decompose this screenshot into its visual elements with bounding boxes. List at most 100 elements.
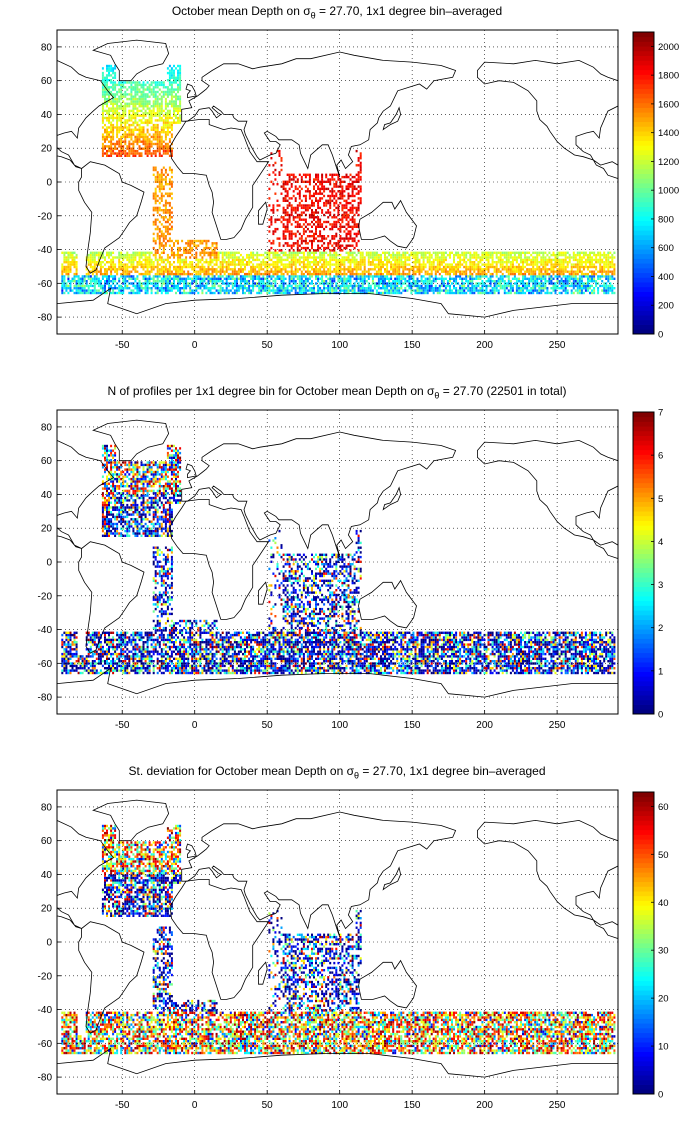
data-cell [418,270,421,273]
data-cell [290,230,293,233]
data-cell [440,275,443,278]
data-cell [337,272,340,276]
data-cell [607,268,610,271]
data-cell [410,289,413,292]
data-cell [256,263,259,266]
data-cell [152,261,155,264]
data-cell [219,289,222,292]
data-cell [538,277,541,280]
data-cell [242,280,244,283]
data-cell [93,291,96,295]
data-cell [130,265,133,269]
data-cell [335,284,338,288]
data-cell [268,256,271,259]
data-cell [79,280,82,283]
data-cell [580,289,583,292]
data-cell [599,268,602,271]
data-cell [591,275,593,278]
data-cell [402,256,405,259]
data-cell [248,280,251,283]
data-cell [162,287,165,290]
data-cell [160,258,163,262]
data-cell [611,272,614,276]
data-cell [339,263,342,266]
data-cell [142,138,145,141]
data-cell [591,289,593,292]
data-cell [148,253,151,257]
data-cell [221,261,224,264]
data-cell [528,258,531,262]
data-cell [132,263,135,266]
data-cell [61,268,64,271]
data-cell [75,289,78,292]
data-cell [308,190,311,193]
data-cell [554,291,557,295]
data-cell [266,284,269,288]
data-cell [217,256,220,259]
data-cell [457,253,460,257]
data-cell [108,145,110,148]
data-cell [315,230,317,233]
data-cell [183,263,186,266]
data-cell [325,272,328,276]
data-cell [341,209,344,212]
data-cell [294,284,297,288]
data-cell [231,277,234,280]
data-cell [311,291,313,295]
data-cell [136,291,139,295]
data-cell [347,230,350,233]
data-cell [313,192,315,195]
data-cell [298,201,301,205]
data-cell [562,275,565,278]
data-cell [428,256,431,259]
data-cell [373,287,376,290]
data-cell [302,180,305,183]
data-cell [392,253,395,257]
data-cell [503,265,506,269]
data-cell [341,206,344,210]
data-cell [446,263,449,266]
data-cell [321,275,324,278]
data-cell [493,291,496,295]
data-cell [404,272,407,276]
data-cell [461,291,464,295]
data-cell [576,265,579,269]
data-cell [359,197,362,200]
data-cell [170,227,173,231]
data-cell [152,209,155,212]
data-cell [181,287,184,290]
data-cell [522,251,524,254]
data-cell [355,270,358,273]
data-cell [112,275,115,278]
data-cell [432,261,435,264]
data-cell [471,275,474,278]
data-cell [422,253,425,257]
data-cell [130,128,133,131]
data-cell [495,256,498,259]
data-cell [235,287,238,290]
data-cell [284,268,287,271]
data-cell [607,277,610,280]
data-cell [556,280,559,283]
data-cell [110,287,113,290]
data-cell [170,175,173,179]
data-cell [282,230,285,233]
data-cell [170,152,173,155]
data-cell [278,204,281,207]
data-cell [181,239,184,243]
data-cell [177,256,179,259]
data-cell [132,277,135,280]
data-cell [434,272,437,276]
data-cell [160,291,163,295]
data-cell [278,275,281,278]
data-cell [148,287,151,290]
data-cell [233,258,236,262]
data-cell [282,187,285,191]
data-cell [203,261,206,264]
data-cell [345,258,348,262]
data-cell [568,256,571,259]
data-cell [160,244,163,247]
data-cell [503,275,506,278]
data-cell [65,284,68,288]
data-cell [357,157,360,160]
